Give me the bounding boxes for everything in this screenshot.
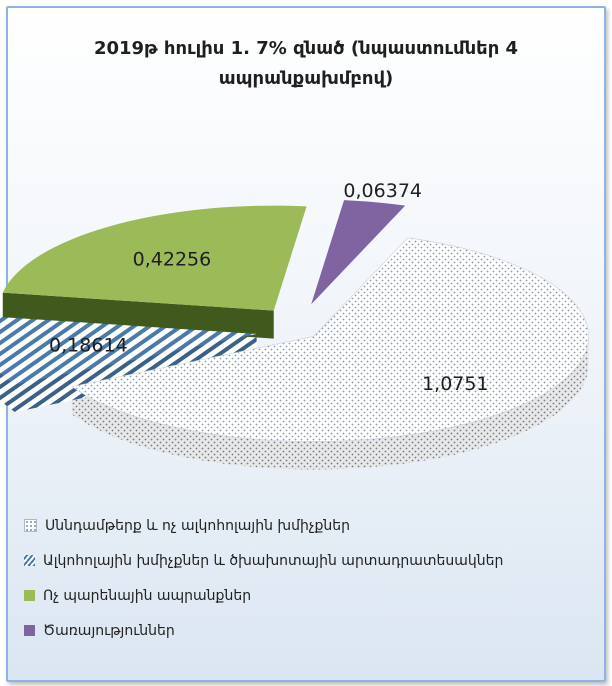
chart-title-line-1: 2019թ հուլիս 1. 7% զնած (նպաստումներ 4 [93,38,519,59]
pie-slice-non-food [2,205,307,311]
data-label-services: 0,06374 [343,180,422,202]
chart-title-line-2: ապրանքախմբով) [218,68,394,89]
legend-item-non-food: Ոչ պարենային ապրանքներ [24,578,594,613]
pie-slice-alcohol [0,316,257,385]
data-label-food: 1,0751 [422,373,488,395]
chart-title: 2019թ հուլիս 1. 7% զնած (նպաստումներ 4 ա… [20,34,592,94]
legend-label-non-food: Ոչ պարենային ապրանքներ [43,587,252,604]
data-label-alcohol: 0,18614 [49,335,128,357]
chart-legend: Սննդամթերք և ոչ ալկոհոլային խմիչքներ Ալկ… [24,508,594,648]
pie-slice-side-food [72,336,589,470]
pie-slice-services [311,200,406,305]
pie-slice-food [71,237,589,442]
legend-swatch-alcohol [24,555,35,566]
legend-item-alcohol: Ալկոհոլային խմիչքներ և ծխախոտային արտադր… [24,543,594,578]
legend-swatch-services [24,625,35,636]
legend-swatch-non-food [24,590,35,601]
pie-slice-side-alcohol [0,371,15,413]
legend-label-food: Սննդամթերք և ոչ ալկոհոլային խմիչքներ [45,517,351,534]
data-label-non-food: 0,42256 [133,248,212,270]
legend-label-alcohol: Ալկոհոլային խմիչքներ և ծխախոտային արտադր… [43,552,504,569]
legend-item-food: Սննդամթերք և ոչ ալկոհոլային խմիչքներ [24,508,594,543]
legend-label-services: Ծառայություններ [43,622,175,639]
legend-item-services: Ծառայություններ [24,613,594,648]
pie-slice-wall-non-food-0 [2,292,274,339]
legend-swatch-food [24,519,37,532]
